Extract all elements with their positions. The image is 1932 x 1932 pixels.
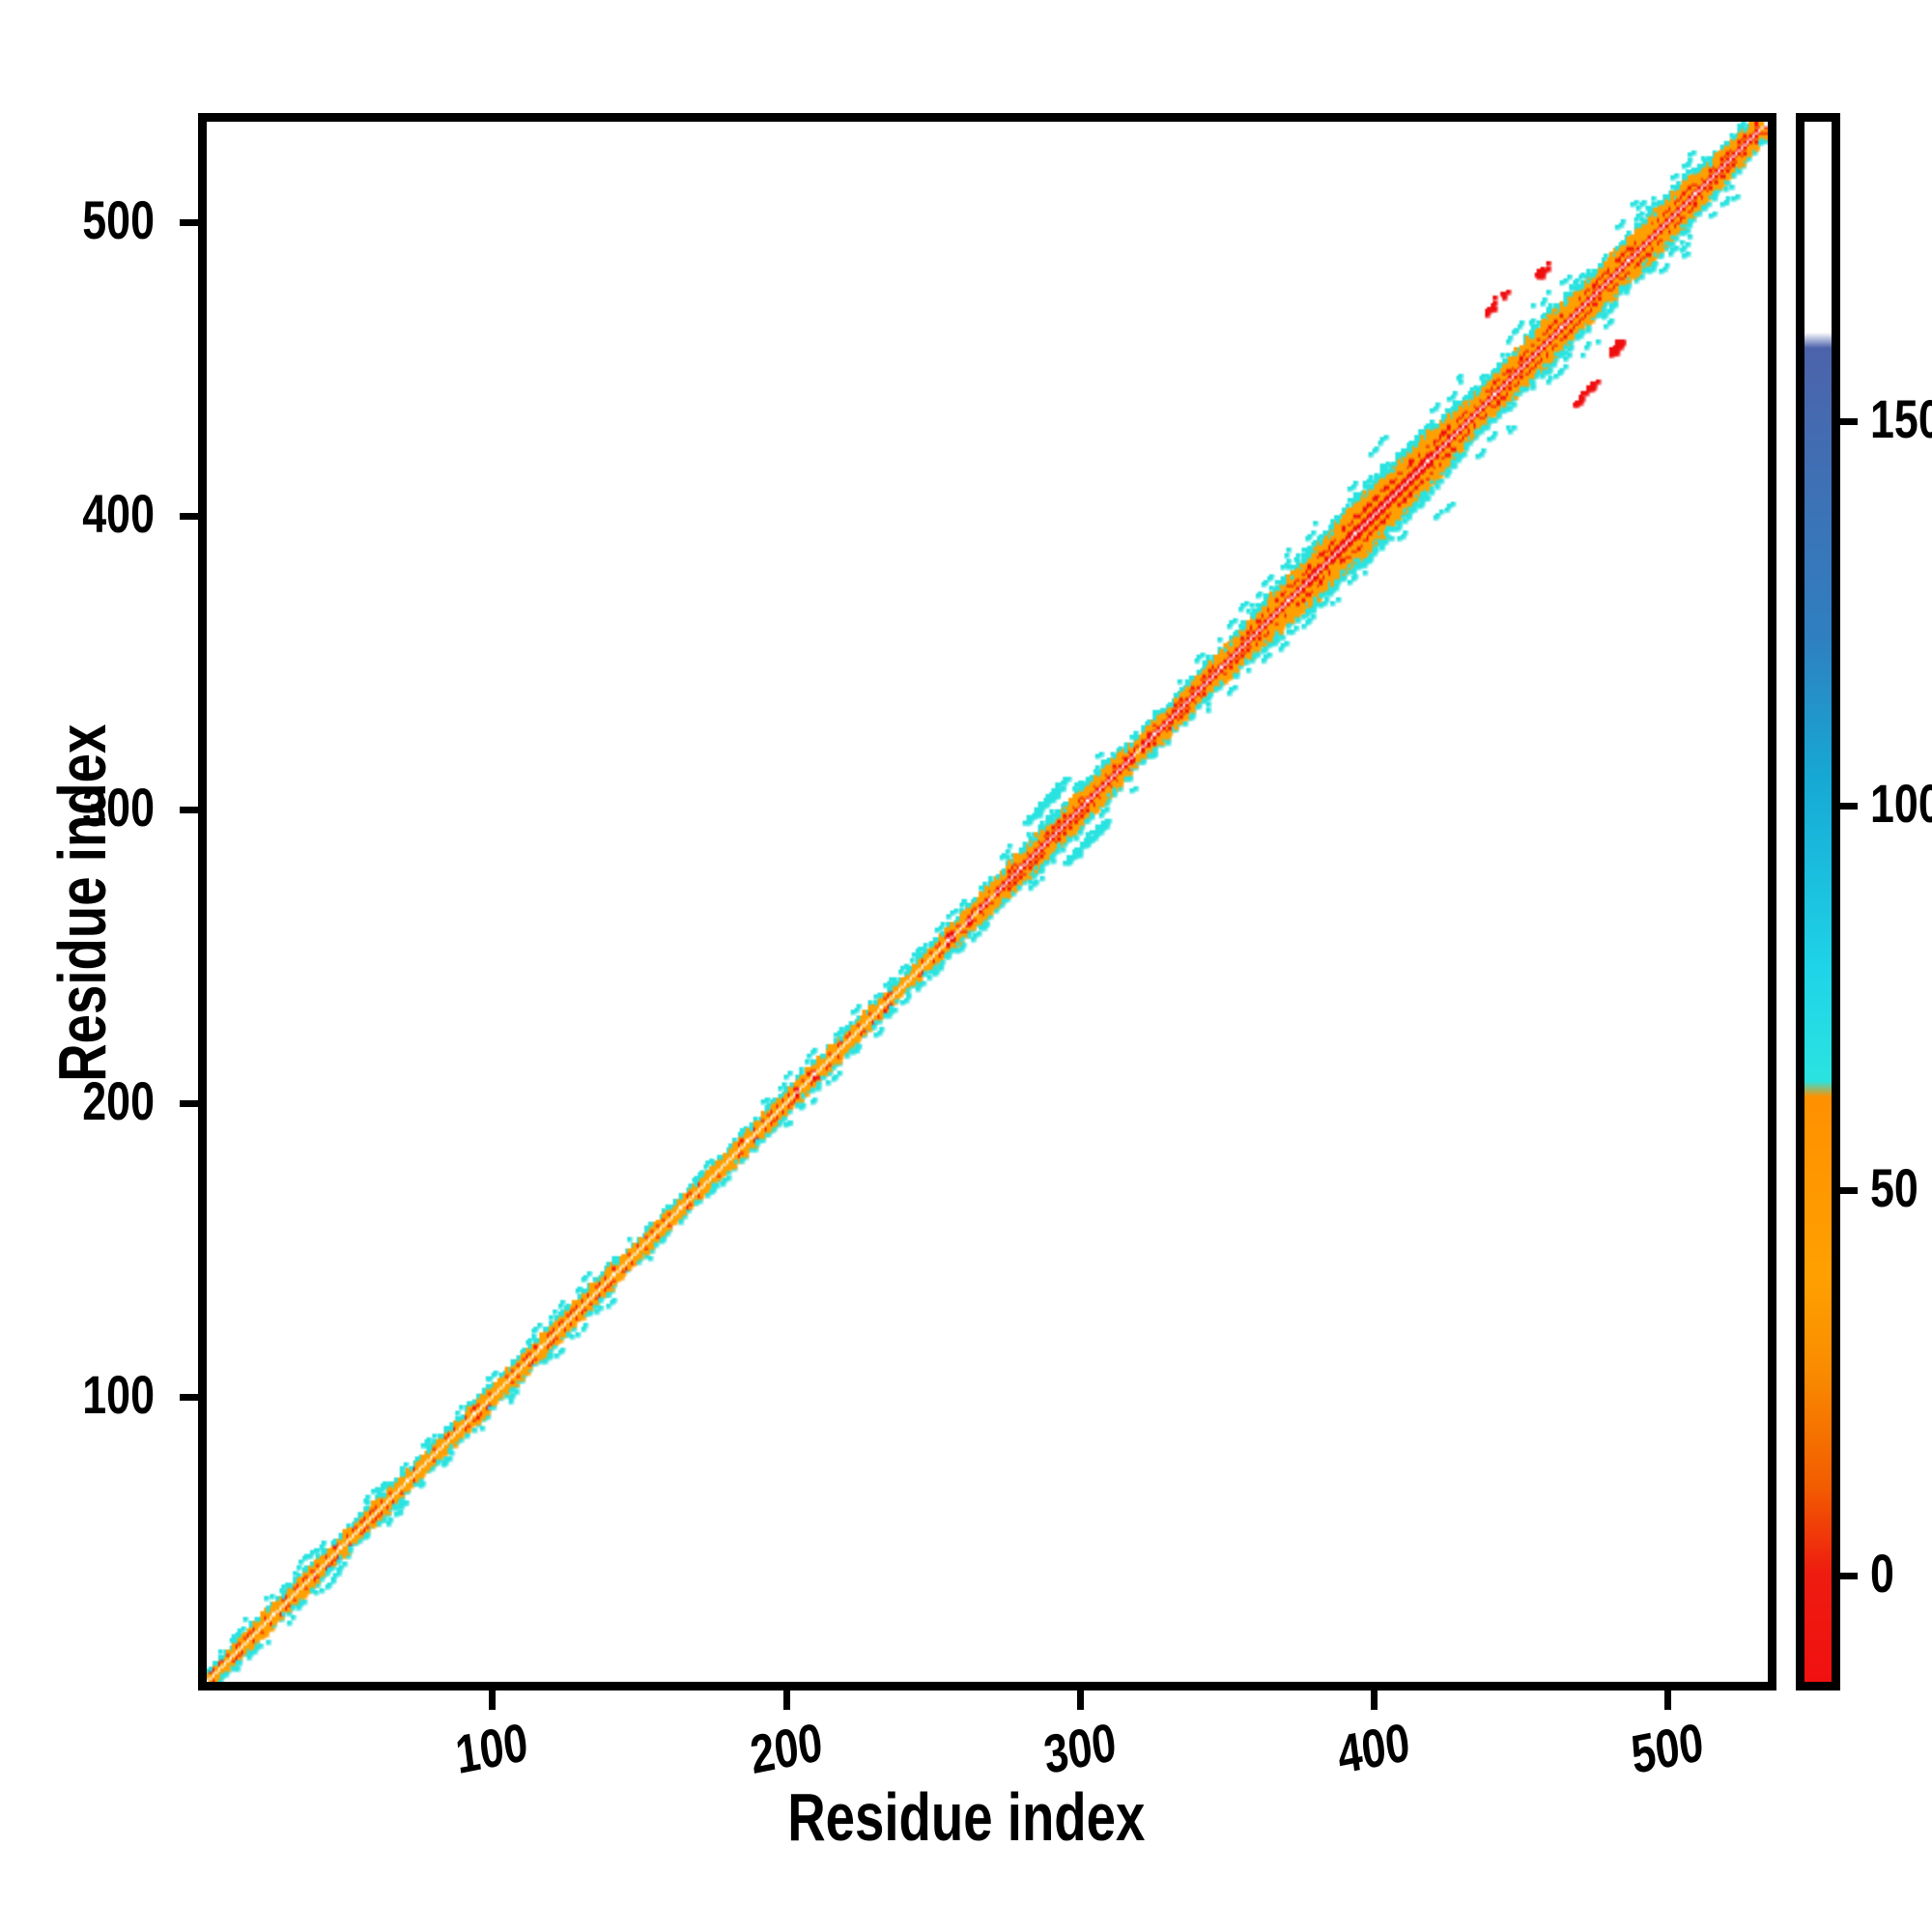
x-axis-label-text: Residue index [786,1779,1146,1855]
x-tick-label-200: 200 [746,1711,826,1785]
x-tick-200 [782,1690,790,1710]
x-tick-300 [1076,1690,1084,1710]
y-tick-500 [180,218,199,226]
colorbar-tick-label-50: 50 [1870,1157,1918,1219]
x-tick-400 [1371,1690,1378,1710]
y-axis-label-text: Residue index [44,724,120,1083]
x-tick-100 [489,1690,497,1710]
heatmap-canvas [207,122,1768,1682]
colorbar-tick-150 [1840,417,1858,425]
y-tick-label-300: 300 [82,776,155,838]
y-tick-label-200: 200 [82,1069,155,1131]
colorbar-gradient [1804,122,1832,1682]
colorbar-tick-0 [1840,1572,1858,1579]
x-tick-label-300: 300 [1039,1711,1120,1785]
y-tick-label-500: 500 [82,188,155,250]
y-axis-label: Residue index [44,565,120,1241]
x-tick-label-100: 100 [452,1711,532,1785]
y-tick-300 [180,806,199,813]
x-tick-label-500: 500 [1628,1711,1708,1785]
colorbar-tick-50 [1840,1187,1858,1195]
x-tick-500 [1664,1690,1672,1710]
colorbar-tick-label-100: 100 [1870,772,1932,834]
colorbar-tick-100 [1840,802,1858,810]
colorbar-tick-label-0: 0 [1870,1542,1894,1604]
y-tick-400 [180,512,199,520]
y-tick-200 [180,1099,199,1107]
y-tick-100 [180,1393,199,1401]
x-axis-label: Residue index [0,1783,1932,1851]
colorbar-tick-label-150: 150 [1870,387,1932,449]
y-tick-label-400: 400 [82,482,155,544]
y-tick-label-100: 100 [82,1363,155,1425]
heatmap-plot-area [198,113,1776,1690]
colorbar [1796,113,1840,1690]
x-tick-label-400: 400 [1334,1711,1413,1785]
